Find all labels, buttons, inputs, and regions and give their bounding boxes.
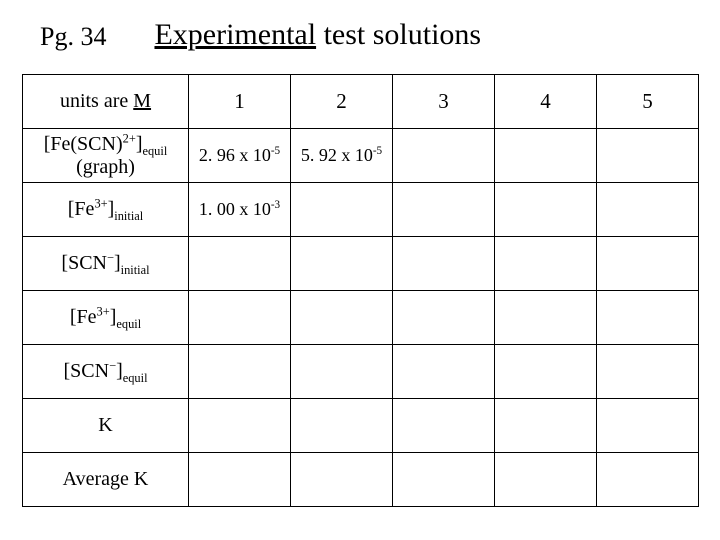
cell bbox=[597, 345, 699, 399]
cell bbox=[597, 399, 699, 453]
cell bbox=[597, 291, 699, 345]
cell bbox=[393, 183, 495, 237]
cell bbox=[393, 453, 495, 507]
cell bbox=[597, 453, 699, 507]
cell bbox=[597, 183, 699, 237]
row-label-fescn-equil: [Fe(SCN)2+]equil (graph) bbox=[23, 129, 189, 183]
title-rest: test solutions bbox=[316, 18, 481, 51]
col-1-header: 1 bbox=[189, 75, 291, 129]
title-underlined: Experimental bbox=[154, 18, 316, 51]
page-ref: Pg. 34 bbox=[40, 22, 106, 52]
row-label-fe-equil: [Fe3+]equil bbox=[23, 291, 189, 345]
units-symbol: M bbox=[133, 90, 151, 112]
col-2-header: 2 bbox=[291, 75, 393, 129]
page: Pg. 34 Experimental test solutions units… bbox=[0, 0, 720, 525]
row-label-scn-initial: [SCN−]initial bbox=[23, 237, 189, 291]
table-row: [Fe(SCN)2+]equil (graph) 2. 96 x 10-5 5.… bbox=[23, 129, 699, 183]
cell bbox=[597, 129, 699, 183]
cell bbox=[495, 237, 597, 291]
col-3-header: 3 bbox=[393, 75, 495, 129]
cell bbox=[393, 291, 495, 345]
cell bbox=[495, 453, 597, 507]
col-4-header: 4 bbox=[495, 75, 597, 129]
cell bbox=[393, 237, 495, 291]
page-header: Pg. 34 Experimental test solutions bbox=[22, 18, 698, 52]
cell bbox=[189, 291, 291, 345]
cell bbox=[189, 345, 291, 399]
data-table: units are M 1 2 3 4 5 [Fe(SCN)2+]equil (… bbox=[22, 74, 699, 507]
cell bbox=[495, 345, 597, 399]
table-row: [Fe3+]initial 1. 00 x 10-3 bbox=[23, 183, 699, 237]
cell: 1. 00 x 10-3 bbox=[189, 183, 291, 237]
row-label-k: K bbox=[23, 399, 189, 453]
table-header-row: units are M 1 2 3 4 5 bbox=[23, 75, 699, 129]
table-row: [SCN−]initial bbox=[23, 237, 699, 291]
cell bbox=[393, 399, 495, 453]
cell bbox=[495, 129, 597, 183]
cell bbox=[495, 291, 597, 345]
cell bbox=[291, 453, 393, 507]
page-title: Experimental test solutions bbox=[154, 18, 481, 52]
cell bbox=[189, 237, 291, 291]
cell bbox=[291, 291, 393, 345]
cell bbox=[291, 345, 393, 399]
cell bbox=[291, 237, 393, 291]
cell bbox=[291, 183, 393, 237]
row-label-fe-initial: [Fe3+]initial bbox=[23, 183, 189, 237]
cell bbox=[189, 399, 291, 453]
cell bbox=[597, 237, 699, 291]
cell bbox=[495, 183, 597, 237]
cell bbox=[291, 399, 393, 453]
table-row: [Fe3+]equil bbox=[23, 291, 699, 345]
table-row: [SCN−]equil bbox=[23, 345, 699, 399]
units-text: units are bbox=[60, 90, 133, 112]
table-row: Average K bbox=[23, 453, 699, 507]
cell: 5. 92 x 10-5 bbox=[291, 129, 393, 183]
cell bbox=[393, 129, 495, 183]
cell: 2. 96 x 10-5 bbox=[189, 129, 291, 183]
col-5-header: 5 bbox=[597, 75, 699, 129]
units-label: units are M bbox=[23, 75, 189, 129]
table-row: K bbox=[23, 399, 699, 453]
cell bbox=[189, 453, 291, 507]
row-label-avg-k: Average K bbox=[23, 453, 189, 507]
row-label-scn-equil: [SCN−]equil bbox=[23, 345, 189, 399]
cell bbox=[495, 399, 597, 453]
cell bbox=[393, 345, 495, 399]
